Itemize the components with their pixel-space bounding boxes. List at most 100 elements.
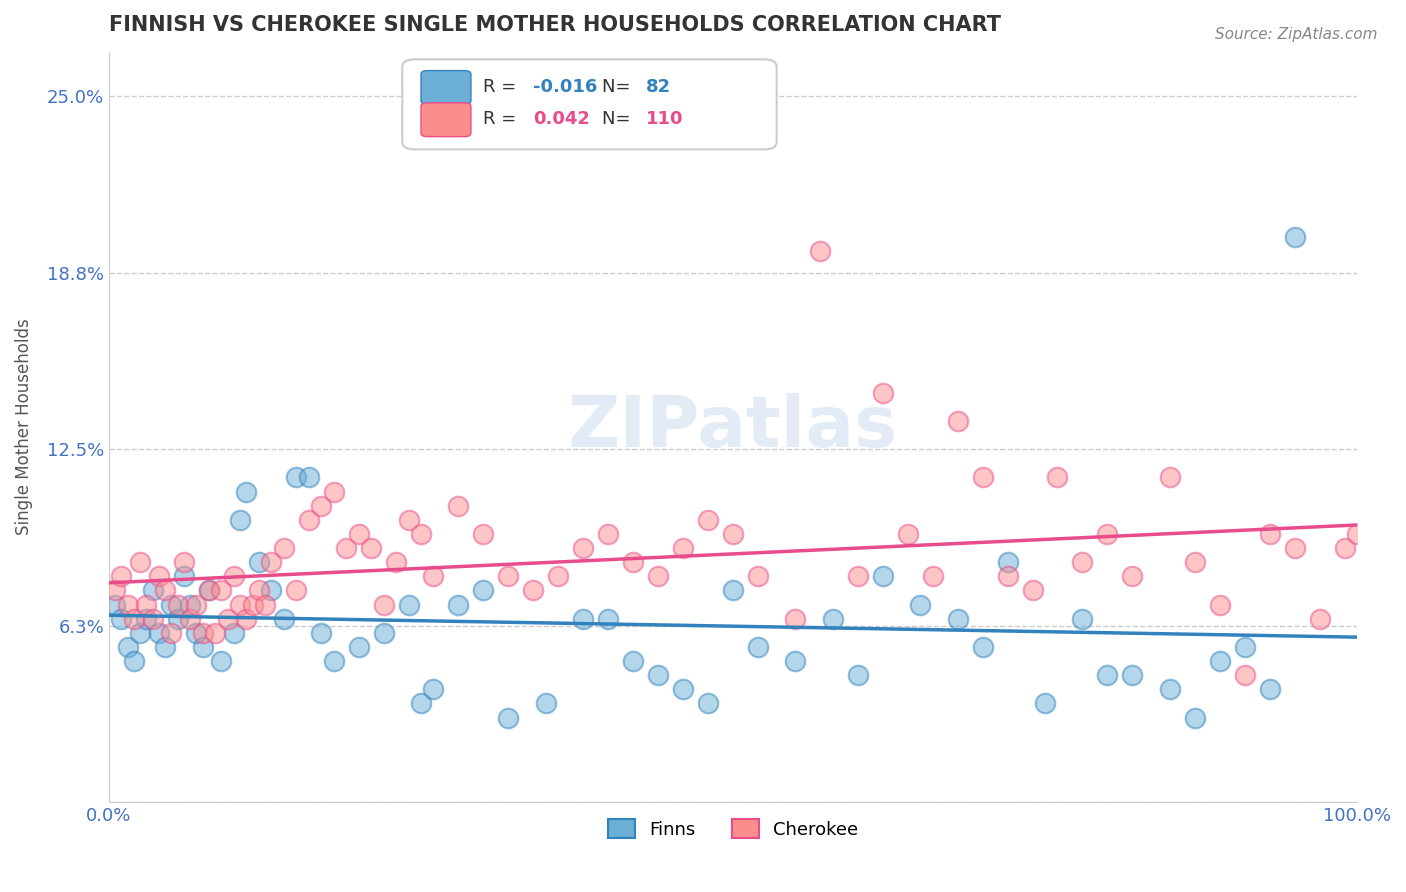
Text: 110: 110 [645,111,683,128]
Point [135,598,157,612]
Point [373,598,395,612]
Point [785,654,807,668]
Point [1284,541,1306,555]
Point [142,612,165,626]
Point [409,697,432,711]
Text: N=: N= [602,78,636,96]
Point [997,569,1019,583]
Point [373,625,395,640]
Point [1184,555,1206,569]
Point [309,499,332,513]
Point [110,612,132,626]
Point [285,470,308,484]
Point [747,569,769,583]
Point [1209,598,1232,612]
Text: 82: 82 [645,78,671,96]
Point [1209,654,1232,668]
FancyBboxPatch shape [420,70,471,104]
Point [229,513,252,527]
Point [110,569,132,583]
Point [122,654,145,668]
Point [335,541,357,555]
Legend: Finns, Cherokee: Finns, Cherokee [600,812,866,846]
Point [242,598,264,612]
Point [298,470,321,484]
Point [229,598,252,612]
Point [1097,668,1119,682]
Point [522,583,544,598]
Point [117,640,139,654]
Point [322,654,344,668]
Point [621,555,644,569]
Point [309,625,332,640]
Point [129,555,152,569]
Point [498,710,520,724]
Point [204,625,226,640]
Point [1233,668,1256,682]
Point [572,612,595,626]
Point [534,697,557,711]
Point [247,583,270,598]
Point [179,612,201,626]
Point [191,640,214,654]
Point [908,598,931,612]
Point [1071,612,1094,626]
Point [347,527,370,541]
Point [104,583,127,598]
Point [672,682,695,697]
Text: 0.042: 0.042 [533,111,591,128]
Point [997,555,1019,569]
Point [422,569,444,583]
Point [697,513,720,527]
Point [129,625,152,640]
Point [946,612,969,626]
Point [1121,668,1143,682]
Point [191,625,214,640]
Point [209,654,232,668]
Point [1346,527,1368,541]
Point [846,668,869,682]
Text: -0.016: -0.016 [533,78,598,96]
Point [447,598,470,612]
Point [598,612,620,626]
Point [721,583,744,598]
Point [209,583,232,598]
Point [148,625,170,640]
Point [747,640,769,654]
Point [235,484,257,499]
Point [785,612,807,626]
Point [322,484,344,499]
Point [547,569,569,583]
Text: Source: ZipAtlas.com: Source: ZipAtlas.com [1215,27,1378,42]
FancyBboxPatch shape [402,60,776,149]
Point [1333,541,1355,555]
Point [1233,640,1256,654]
Point [122,612,145,626]
Point [972,470,994,484]
Text: R =: R = [484,78,523,96]
Point [198,583,221,598]
Point [621,654,644,668]
Point [135,612,157,626]
Point [173,555,195,569]
Point [186,625,208,640]
Point [198,583,221,598]
Point [166,612,188,626]
Point [872,569,894,583]
Point [647,569,669,583]
Point [808,244,831,259]
Point [222,569,245,583]
Point [498,569,520,583]
Point [160,598,183,612]
Point [273,541,295,555]
Point [1309,612,1331,626]
Point [972,640,994,654]
Point [273,612,295,626]
Point [179,598,201,612]
Point [897,527,920,541]
Point [385,555,408,569]
Point [721,527,744,541]
Text: R =: R = [484,111,523,128]
Point [285,583,308,598]
Point [472,527,495,541]
